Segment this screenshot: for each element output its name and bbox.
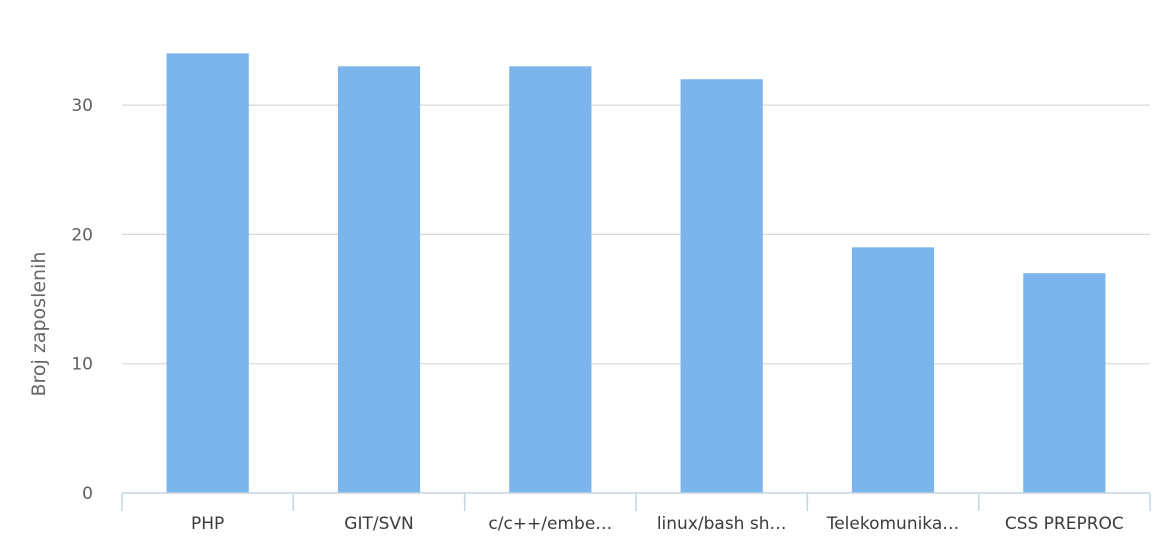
x-tick-label: GIT/SVN bbox=[344, 514, 413, 534]
y-tick-label: 0 bbox=[82, 484, 93, 504]
x-tick-label: linux/bash sh… bbox=[657, 514, 787, 534]
bar-0[interactable] bbox=[166, 53, 249, 493]
x-tick-label: CSS PREPROC bbox=[1005, 514, 1124, 534]
x-tick-label: c/c++/embe… bbox=[488, 514, 612, 534]
bar-4[interactable] bbox=[851, 247, 935, 493]
bar-2[interactable] bbox=[509, 66, 592, 493]
y-axis-tick-labels: 0 10 20 30 bbox=[71, 96, 93, 504]
bar-5[interactable] bbox=[1023, 273, 1106, 493]
y-tick-label: 30 bbox=[71, 96, 93, 116]
y-tick-label: 20 bbox=[71, 225, 93, 245]
x-tick-label: Telekomunika… bbox=[826, 514, 960, 534]
grid-lines bbox=[122, 104, 1150, 365]
bar-3[interactable] bbox=[680, 79, 763, 494]
x-tick-label: PHP bbox=[191, 514, 224, 534]
x-axis bbox=[121, 492, 1151, 511]
bar-1[interactable] bbox=[337, 66, 421, 493]
bars bbox=[166, 53, 1106, 494]
y-tick-label: 10 bbox=[71, 355, 93, 375]
x-axis-tick-labels: PHP GIT/SVN c/c++/embe… linux/bash sh… Telek… bbox=[191, 514, 1124, 534]
y-axis-title: Broj zaposlenih bbox=[28, 252, 50, 397]
